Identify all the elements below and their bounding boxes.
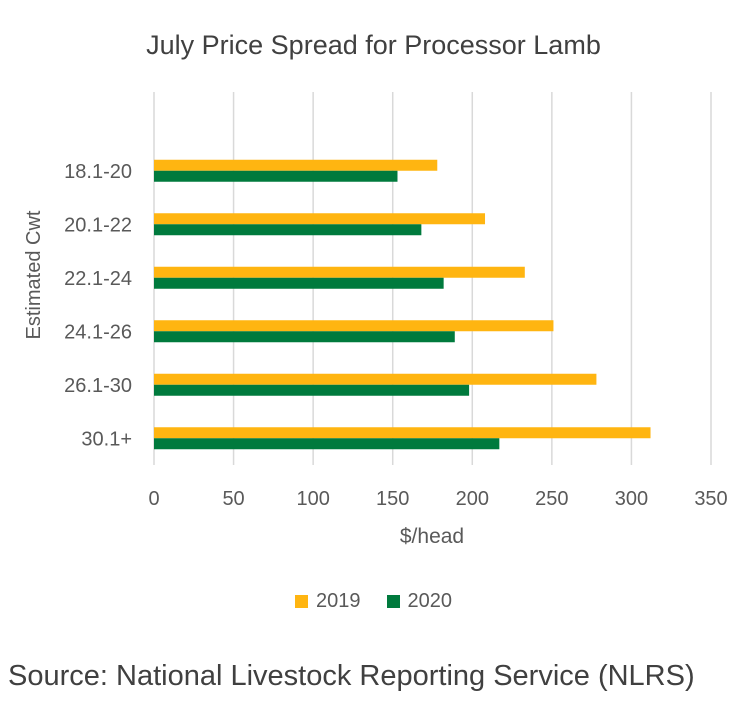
x-tick-label: 100: [296, 488, 329, 510]
bar-chart: 18.1-20 20.1-22 22.1-24 24.1-26 26.1-30 30.1+…: [23, 92, 728, 548]
bar-2019-30.1+: [154, 427, 651, 439]
bar-2020-18.1-20: [154, 170, 398, 182]
bars: [154, 159, 651, 450]
y-tick-label: 26.1-30: [64, 375, 132, 397]
x-tick-labels: 0 50 100 150 200 250 300 350: [148, 488, 727, 510]
bar-2020-22.1-24: [154, 277, 444, 289]
x-tick-label: 50: [222, 488, 244, 510]
bar-2019-22.1-24: [154, 266, 525, 278]
bar-2019-18.1-20: [154, 159, 438, 171]
x-axis-label: $/head: [400, 525, 464, 548]
x-tick-label: 0: [148, 488, 159, 510]
legend-label-2019: 2019: [316, 590, 361, 612]
y-tick-labels: 18.1-20 20.1-22 22.1-24 24.1-26 26.1-30 30.1+: [64, 161, 132, 451]
source-note: Source: National Livestock Reporting Ser…: [8, 660, 695, 692]
legend-label-2020: 2020: [407, 590, 453, 612]
x-tick-label: 150: [376, 488, 409, 510]
y-axis-label: Estimated Cwt: [23, 210, 45, 339]
y-tick-label: 20.1-22: [64, 214, 132, 236]
y-tick-label: 30.1+: [81, 428, 132, 450]
x-tick-label: 250: [535, 488, 568, 510]
x-tick-label: 200: [456, 488, 489, 510]
bar-2020-26.1-30: [154, 384, 470, 396]
legend-item-2019: 2019: [295, 590, 361, 613]
bar-2020-30.1+: [154, 438, 500, 450]
y-tick-label: 18.1-20: [64, 161, 132, 183]
bar-2019-20.1-22: [154, 213, 486, 225]
bar-2020-24.1-26: [154, 331, 455, 343]
chart-title: July Price Spread for Processor Lamb: [146, 30, 601, 60]
legend-swatch-2019: [295, 595, 308, 608]
y-tick-label: 22.1-24: [64, 268, 132, 290]
bar-2019-26.1-30: [154, 373, 597, 385]
x-tick-label: 300: [615, 488, 648, 510]
x-tick-label: 350: [694, 488, 727, 510]
y-tick-label: 24.1-26: [64, 321, 132, 343]
legend-swatch-2020: [386, 595, 400, 608]
bar-2019-24.1-26: [154, 320, 554, 332]
bar-2020-20.1-22: [154, 224, 422, 236]
legend-item-2020: 2020: [386, 590, 453, 613]
legend: 2019 2020: [0, 590, 747, 613]
